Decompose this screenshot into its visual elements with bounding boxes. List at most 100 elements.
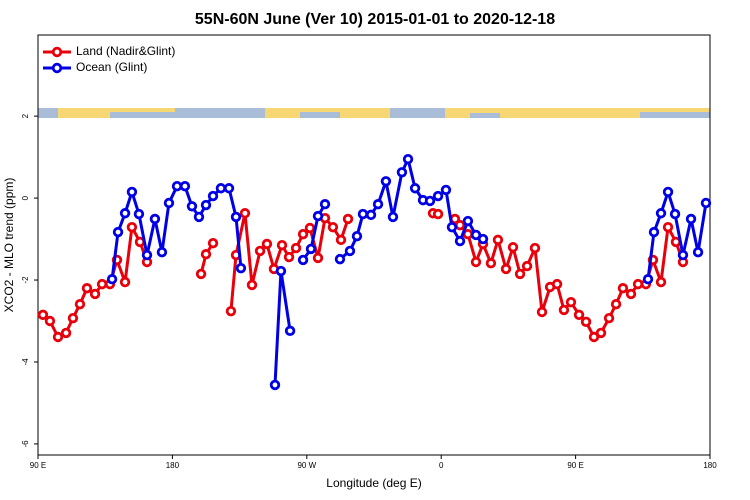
data-point [276, 240, 288, 251]
data-point [625, 288, 637, 300]
data-point [207, 237, 219, 249]
data-point [225, 305, 237, 317]
data-point [207, 190, 219, 202]
data-point [536, 306, 548, 318]
data-point [402, 153, 414, 165]
data-point [297, 228, 309, 240]
data-point [290, 242, 302, 254]
data-point [595, 327, 607, 339]
data-point [529, 242, 541, 254]
data-point [565, 296, 577, 308]
data-point [380, 176, 392, 187]
data-point [409, 183, 421, 194]
data-point [284, 325, 296, 337]
data-point [470, 256, 482, 268]
data-point [163, 197, 175, 209]
data-point [610, 299, 622, 310]
data-point [507, 242, 519, 253]
data-point [334, 253, 346, 265]
data-point [424, 195, 436, 207]
data-point [342, 213, 354, 225]
data-point [106, 274, 118, 285]
data-point [477, 233, 489, 245]
data-point [304, 222, 316, 234]
data-point [669, 208, 681, 220]
data-point [677, 249, 689, 261]
data-point [521, 260, 533, 272]
data-point [96, 278, 108, 290]
x-tick-label: 180 [703, 461, 717, 470]
data-point [230, 211, 242, 223]
data-point [357, 208, 369, 220]
data-point [351, 230, 363, 242]
data-point [156, 246, 168, 258]
data-point [186, 201, 198, 212]
data-point [573, 309, 585, 321]
legend-label: Land (Nadir&Glint) [76, 44, 175, 58]
data-point [81, 283, 93, 294]
legend-label: Ocean (Glint) [76, 60, 147, 74]
data-point [119, 276, 131, 288]
data-point [112, 226, 124, 238]
data-point [171, 180, 183, 192]
data-point [44, 315, 56, 327]
data-point [74, 299, 86, 310]
data-point [344, 245, 356, 257]
data-point [692, 246, 704, 258]
data-point [200, 249, 212, 260]
data-point [462, 215, 474, 227]
data-point [312, 210, 324, 222]
y-tick-label: -6 [21, 440, 30, 448]
data-point [662, 186, 674, 198]
data-point [327, 221, 339, 233]
data-point [617, 283, 629, 294]
data-point [119, 208, 131, 219]
data-point [580, 316, 592, 328]
data-point [335, 234, 347, 246]
legend-marker [51, 46, 63, 58]
map-strip [38, 108, 710, 118]
data-point [269, 379, 281, 391]
data-point [297, 254, 309, 266]
y-tick-label: -2 [21, 276, 30, 284]
data-point [261, 238, 273, 250]
data-point [642, 274, 654, 285]
data-point [215, 183, 227, 194]
data-point [655, 276, 667, 288]
data-point [52, 331, 64, 343]
data-point [275, 265, 287, 277]
data-point [60, 327, 72, 339]
x-tick-label: 90 E [567, 461, 583, 470]
data-point [149, 213, 161, 225]
data-point [312, 252, 324, 264]
data-point [200, 199, 212, 211]
data-point [432, 190, 444, 202]
data-point [246, 279, 258, 291]
y-tick-label: 2 [21, 113, 30, 118]
y-tick-label: 0 [21, 195, 30, 200]
data-point [514, 268, 526, 280]
data-point [235, 262, 247, 274]
data-point [558, 304, 570, 316]
data-point [305, 243, 317, 255]
data-point [551, 278, 563, 290]
data-point [470, 229, 482, 241]
data-point [223, 183, 235, 194]
data-point [141, 249, 153, 261]
data-point [632, 278, 644, 290]
data-point [126, 186, 138, 198]
data-point [283, 251, 295, 263]
data-point [662, 221, 674, 233]
data-point [446, 221, 458, 233]
data-point [133, 208, 145, 220]
data-point [648, 226, 660, 238]
data-point [89, 288, 101, 300]
data-point [387, 211, 399, 223]
data-point [432, 208, 444, 220]
data-point [179, 180, 191, 192]
plot-frame [37, 34, 711, 456]
data-point [685, 213, 697, 225]
data-point [193, 211, 205, 223]
data-point [440, 184, 452, 196]
